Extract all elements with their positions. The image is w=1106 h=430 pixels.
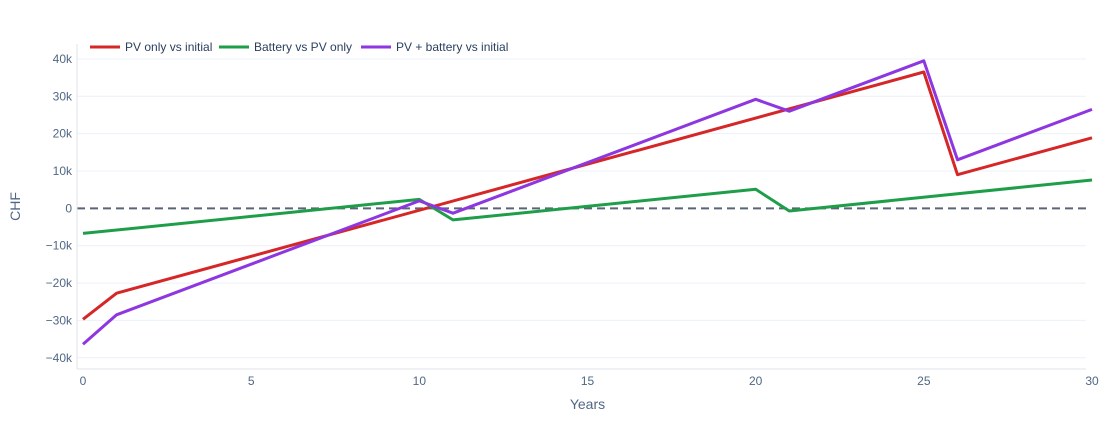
x-tick-label: 10 xyxy=(413,374,427,388)
x-axis-title: Years xyxy=(570,396,605,412)
y-tick-label: 30k xyxy=(53,89,73,103)
x-tick-label: 30 xyxy=(1085,374,1099,388)
y-tick-label: −20k xyxy=(46,276,73,290)
x-tick-label: 20 xyxy=(749,374,763,388)
y-tick-label: 40k xyxy=(53,52,73,66)
x-tick-label: 0 xyxy=(80,374,87,388)
grid xyxy=(77,58,1086,359)
y-tick-label: 0 xyxy=(65,201,72,215)
y-tick-label: −40k xyxy=(46,351,73,365)
x-tick-label: 5 xyxy=(248,374,255,388)
legend-label: PV only vs initial xyxy=(125,40,212,54)
y-tick-label: −10k xyxy=(46,239,73,253)
legend-label: PV + battery vs initial xyxy=(396,40,508,54)
axes: −40k −30k −20k −10k 0 10k 20k 30k 40k 0 5 10 15 20 25 3… xyxy=(46,44,1099,388)
series-line-2 xyxy=(82,178,1093,235)
legend: PV only vs initial Battery vs PV only PV +… xyxy=(90,40,508,54)
series-lines xyxy=(82,59,1093,346)
y-tick-label: −30k xyxy=(46,313,73,327)
legend-label: Battery vs PV only xyxy=(254,40,352,54)
x-tick-label: 25 xyxy=(917,374,931,388)
y-axis-title: CHF xyxy=(7,192,23,221)
series-line-3 xyxy=(82,59,1093,346)
y-tick-label: 20k xyxy=(53,127,73,141)
x-tick-label: 15 xyxy=(581,374,595,388)
series-line-1 xyxy=(82,70,1093,321)
y-tick-label: 10k xyxy=(53,164,73,178)
